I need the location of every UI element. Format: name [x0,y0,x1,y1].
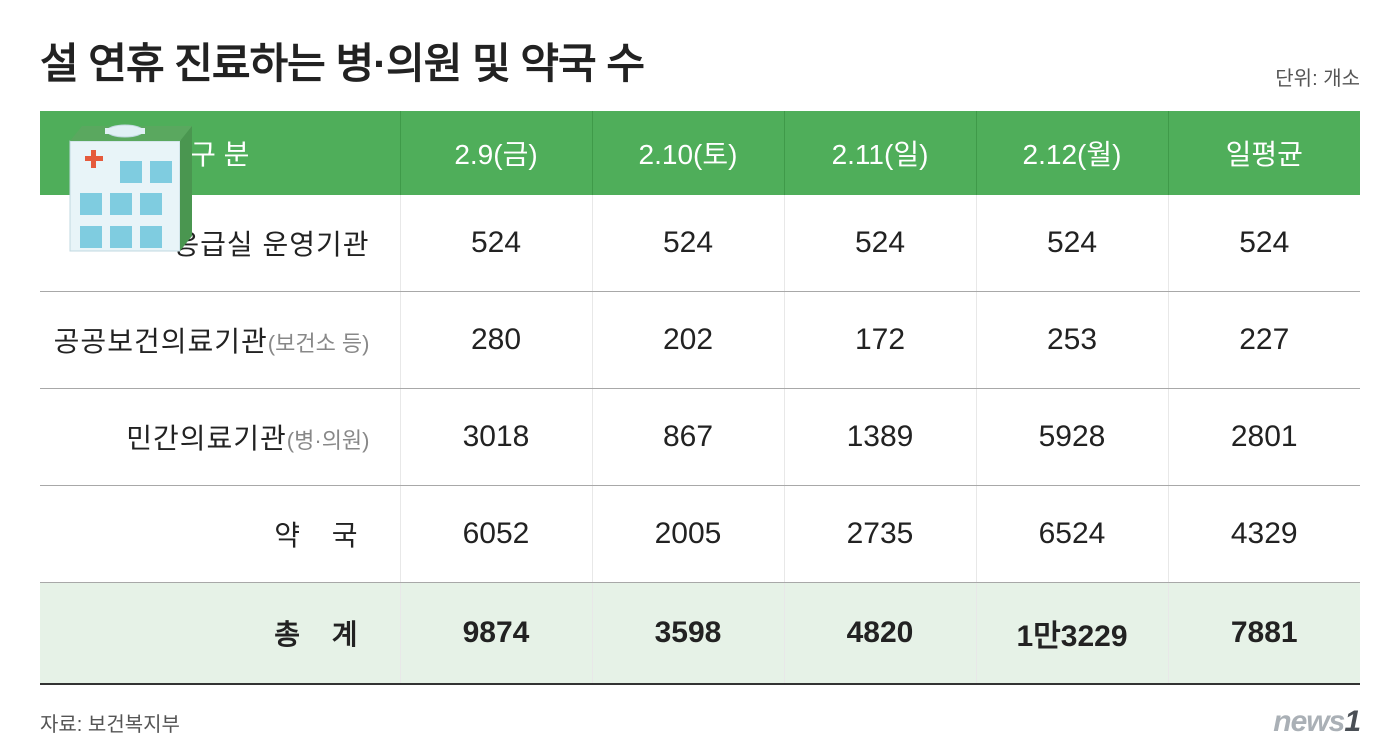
cell-value: 524 [784,195,976,292]
cell-value: 280 [400,292,592,389]
table-header: 구 분 2.9(금) 2.10(토) 2.11(일) 2.12(월) 일평균 [40,111,1360,195]
row-label: 약 국 [40,486,400,583]
cell-value: 202 [592,292,784,389]
row-label-sub: (병·의원) [287,428,370,453]
row-label-main: 응급실 운영기관 [173,229,369,260]
cell-value: 9874 [400,583,592,685]
row-label: 공공보건의료기관(보건소 등) [40,292,400,389]
cell-value: 524 [1168,195,1360,292]
source-label: 자료: 보건복지부 [40,708,180,737]
table-body: 응급실 운영기관524524524524524공공보건의료기관(보건소 등)28… [40,195,1360,684]
data-table: 구 분 2.9(금) 2.10(토) 2.11(일) 2.12(월) 일평균 응… [40,111,1360,685]
cell-value: 524 [592,195,784,292]
cell-value: 6052 [400,486,592,583]
cell-value: 227 [1168,292,1360,389]
col-header-day3: 2.11(일) [784,111,976,195]
cell-value: 2735 [784,486,976,583]
cell-value: 1만3229 [976,583,1168,685]
cell-value: 4820 [784,583,976,685]
col-header-day1: 2.9(금) [400,111,592,195]
cell-value: 524 [400,195,592,292]
cell-value: 6524 [976,486,1168,583]
logo-number: 1 [1344,705,1360,738]
logo-brand: news [1273,705,1344,738]
table-container: 구 분 2.9(금) 2.10(토) 2.11(일) 2.12(월) 일평균 응… [40,111,1360,685]
row-label: 총 계 [40,583,400,685]
row-label-main: 민간의료기관 [126,423,287,454]
cell-value: 867 [592,389,784,486]
news1-logo: news1 [1273,705,1360,739]
row-label-sub: (보건소 등) [268,331,370,356]
cell-value: 7881 [1168,583,1360,685]
footer-row: 자료: 보건복지부 news1 [40,705,1360,739]
cell-value: 4329 [1168,486,1360,583]
title-row: 설 연휴 진료하는 병·의원 및 약국 수 단위: 개소 [40,30,1360,91]
row-label: 민간의료기관(병·의원) [40,389,400,486]
table-row: 민간의료기관(병·의원)3018867138959282801 [40,389,1360,486]
table-row: 공공보건의료기관(보건소 등)280202172253227 [40,292,1360,389]
col-header-day4: 2.12(월) [976,111,1168,195]
cell-value: 2005 [592,486,784,583]
table-row: 총 계 9874359848201만32297881 [40,583,1360,685]
cell-value: 2801 [1168,389,1360,486]
cell-value: 5928 [976,389,1168,486]
cell-value: 3018 [400,389,592,486]
page-title: 설 연휴 진료하는 병·의원 및 약국 수 [40,30,644,91]
unit-label: 단위: 개소 [1275,62,1360,91]
table-row: 약 국 60522005273565244329 [40,486,1360,583]
col-header-avg: 일평균 [1168,111,1360,195]
cell-value: 253 [976,292,1168,389]
cell-value: 3598 [592,583,784,685]
col-header-day2: 2.10(토) [592,111,784,195]
table-row: 응급실 운영기관524524524524524 [40,195,1360,292]
cell-value: 524 [976,195,1168,292]
cell-value: 1389 [784,389,976,486]
cell-value: 172 [784,292,976,389]
row-label-main: 공공보건의료기관 [54,326,268,357]
row-label-main: 총 계 [274,619,369,650]
row-label-main: 약 국 [274,520,369,551]
hospital-icon [50,101,200,261]
